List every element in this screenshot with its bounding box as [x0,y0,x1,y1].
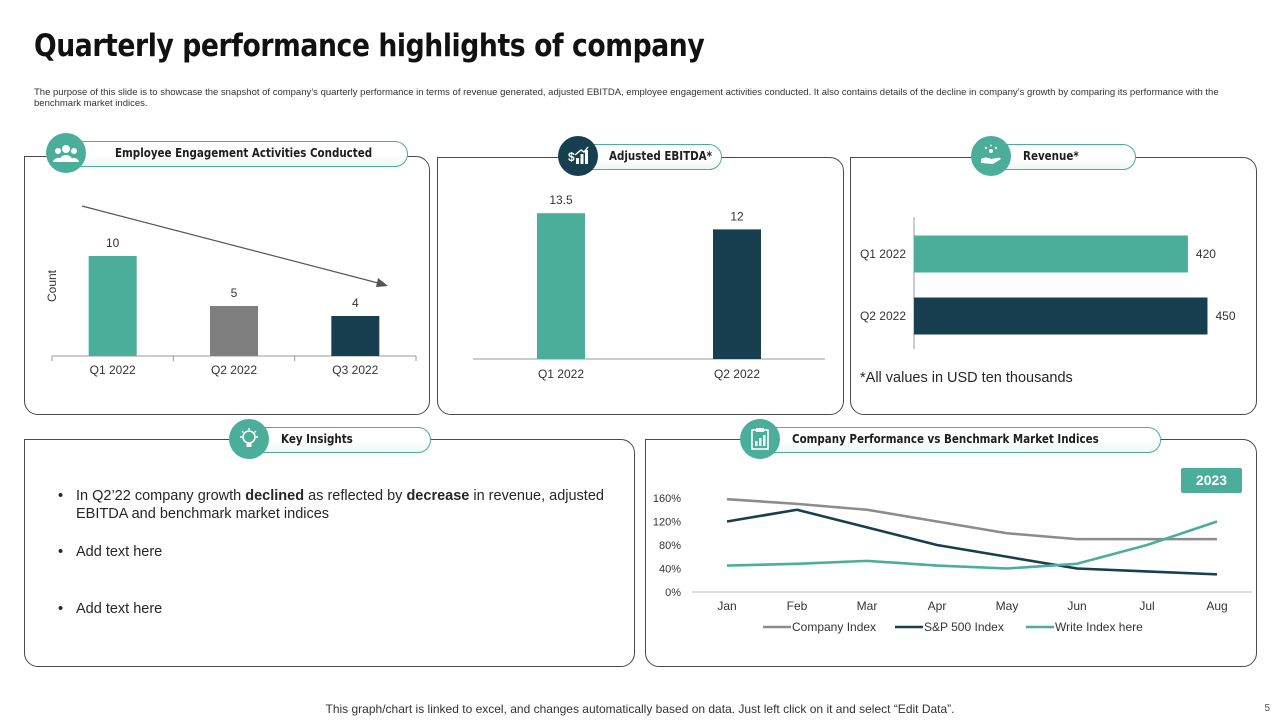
insight-item: In Q2’22 company growth declined as refl… [58,487,618,523]
x-tick-label: Feb [787,599,808,613]
bar [210,306,258,356]
hand-coins-icon [971,136,1011,176]
insight-text: as reflected by [304,488,407,504]
category-label: Q2 2022 [860,309,906,323]
category-label: Q2 2022 [714,367,760,381]
data-label: 450 [1215,309,1235,323]
insight-text: Add text here [76,601,163,617]
team-gear-icon [46,133,86,173]
x-tick-label: Aug [1206,599,1227,613]
page-title: Quarterly performance highlights of comp… [34,28,705,64]
page-description: The purpose of this slide is to showcase… [34,87,1219,109]
category-label: Q2 2022 [211,363,257,377]
ebitda-header-label: Adjusted EBITDA* [609,149,713,163]
category-label: Q1 2022 [860,247,906,261]
insight-item: Add text here [58,600,618,618]
insight-text: Add text here [76,544,163,560]
bar [537,213,585,359]
bar [88,256,137,356]
insight-bold: declined [245,488,305,504]
insight-item: Add text here [58,543,618,561]
data-label: 10 [106,236,120,250]
year-tag: 2023 [1181,468,1242,493]
money-growth-icon: $ [558,136,598,176]
legend-label: Company Index [792,620,876,634]
revenue-header-label: Revenue* [1023,149,1079,163]
page-number: 5 [1264,703,1270,714]
data-label: 12 [730,209,744,223]
bar [713,229,761,359]
y-tick-label: 80% [659,540,681,552]
revenue-panel [850,157,1257,415]
legend-label: S&P 500 Index [924,620,1004,634]
insight-bold: decrease [406,488,470,504]
bar [914,235,1188,273]
ebitda-chart: 13.5 Q1 2022 12 Q2 2022 [473,193,825,381]
bar [331,316,380,356]
footer-note: This graph/chart is linked to excel, and… [325,702,955,716]
x-tick-label: Jun [1067,599,1086,613]
insight-text: In Q2’22 company growth [76,488,246,504]
y-axis-label: Count [45,269,59,302]
y-tick-label: 120% [653,517,681,529]
x-tick-label: Apr [928,599,947,613]
bar [914,297,1208,335]
insights-header: Key Insights [244,427,431,453]
revenue-chart: 420 Q1 2022 450 Q2 2022 [860,217,1236,349]
series-line [726,508,1218,576]
bulb-head-icon [229,419,269,459]
report-chart-icon [740,419,780,459]
category-label: Q1 2022 [538,367,584,381]
trend-arrowhead [376,278,388,287]
performance-header-label: Company Performance vs Benchmark Market … [792,432,1099,446]
data-label: 420 [1196,247,1216,261]
engagement-chart: 10 Q1 2022 5 Q2 2022 4 Q3 2022 Count [45,205,417,377]
revenue-header: Revenue* [986,144,1136,170]
x-tick-label: Mar [857,599,878,613]
series-line [726,520,1218,570]
y-tick-label: 0% [665,587,681,599]
insights-header-label: Key Insights [281,432,353,446]
legend-label: Write Index here [1055,620,1143,634]
category-label: Q3 2022 [332,363,378,377]
data-label: 13.5 [549,193,573,207]
performance-header: Company Performance vs Benchmark Market … [757,427,1161,453]
insight-text: in revenue, adjusted EBITDA and benchmar… [76,488,604,522]
y-tick-label: 160% [653,493,681,505]
data-label: 5 [231,286,238,300]
performance-panel [645,439,1257,667]
trend-line [81,205,383,285]
y-tick-label: 40% [659,564,681,576]
x-tick-label: Jul [1139,599,1154,613]
ebitda-panel [437,157,844,415]
x-tick-label: Jan [717,599,736,613]
performance-chart: 0% 40% 80% 120% 160% Jan Feb Mar Apr May Jun Jul Aug… [653,493,1252,634]
x-tick-label: May [996,599,1019,613]
engagement-header: Employee Engagement Activities Conducted [62,141,408,167]
engagement-header-label: Employee Engagement Activities Conducted [115,146,373,160]
data-label: 4 [352,296,359,310]
svg-text:$: $ [568,150,575,164]
series-line [726,497,1217,541]
category-label: Q1 2022 [90,363,136,377]
insights-list: In Q2’22 company growth declined as refl… [58,487,618,618]
revenue-note: *All values in USD ten thousands [860,370,1073,386]
